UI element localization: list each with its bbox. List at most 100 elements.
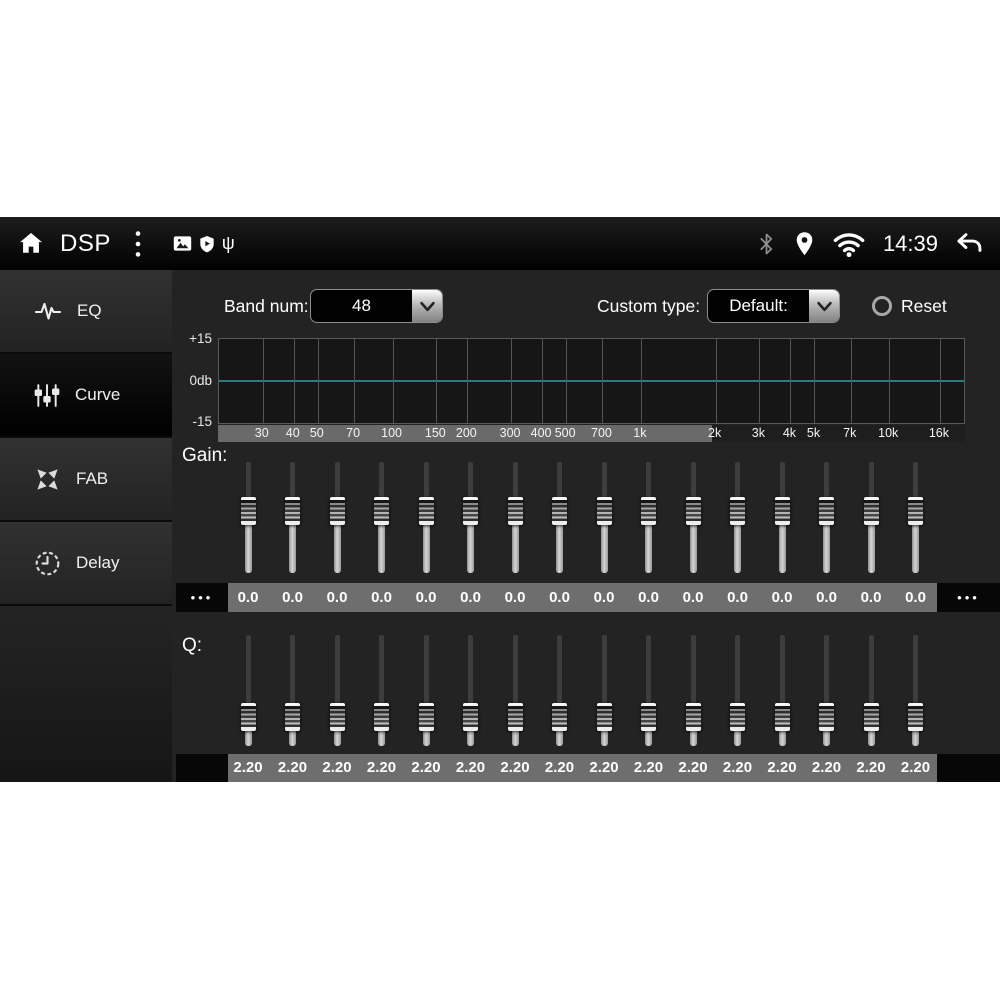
slider-thumb[interactable] xyxy=(641,497,656,525)
sidebar-item-curve[interactable]: Curve xyxy=(0,354,172,438)
back-icon[interactable] xyxy=(956,232,984,256)
clock-time: 14:39 xyxy=(882,230,938,256)
slider-thumb[interactable] xyxy=(685,703,701,731)
slider-thumb[interactable] xyxy=(507,703,523,731)
gain-slider-12[interactable] xyxy=(726,462,750,573)
reset-button[interactable]: Reset xyxy=(872,289,947,323)
chevron-down-icon[interactable] xyxy=(809,290,839,322)
chevron-down-icon[interactable] xyxy=(412,290,442,322)
slider-thumb[interactable] xyxy=(908,703,923,731)
freq-tick-100: 100 xyxy=(381,426,402,440)
gain-slider-5[interactable] xyxy=(414,462,438,573)
gain-slider-11[interactable] xyxy=(681,462,705,573)
q-slider-13[interactable] xyxy=(770,635,794,746)
slider-track-upper xyxy=(512,462,518,501)
sidebar-item-label: FAB xyxy=(76,469,109,488)
q-slider-12[interactable] xyxy=(726,635,750,746)
gain-slider-1[interactable] xyxy=(236,462,260,573)
gain-slider-6[interactable] xyxy=(459,462,483,573)
q-slider-14[interactable] xyxy=(815,635,839,746)
q-slider-1[interactable] xyxy=(236,635,260,746)
slider-thumb[interactable] xyxy=(596,703,612,731)
slider-track-upper xyxy=(379,462,384,501)
slider-thumb[interactable] xyxy=(507,497,523,525)
q-slider-4[interactable] xyxy=(370,635,394,746)
q-slider-8[interactable] xyxy=(548,635,572,746)
slider-thumb[interactable] xyxy=(685,497,701,525)
gain-slider-8[interactable] xyxy=(548,462,572,573)
sidebar-item-delay[interactable]: Delay xyxy=(0,522,172,606)
eq-curve-plot[interactable] xyxy=(218,338,965,424)
slider-thumb[interactable] xyxy=(463,703,478,731)
home-icon[interactable] xyxy=(16,230,46,258)
gain-slider-15[interactable] xyxy=(859,462,883,573)
freq-tick-16k: 16k xyxy=(928,426,949,440)
q-slider-3[interactable] xyxy=(325,635,349,746)
slider-thumb[interactable] xyxy=(418,497,434,525)
slider-thumb[interactable] xyxy=(774,497,790,525)
q-slider-11[interactable] xyxy=(681,635,705,746)
slider-track-lower xyxy=(912,521,919,573)
slider-thumb[interactable] xyxy=(285,703,300,731)
gain-slider-7[interactable] xyxy=(503,462,527,573)
q-slider-6[interactable] xyxy=(459,635,483,746)
gain-more-right[interactable]: ••• xyxy=(937,583,1000,612)
freq-gridline-100 xyxy=(392,339,394,423)
slider-thumb[interactable] xyxy=(374,497,389,525)
custom-type-label: Custom type: xyxy=(597,296,701,316)
slider-thumb[interactable] xyxy=(908,497,923,525)
reset-radio-icon[interactable] xyxy=(872,296,892,316)
overflow-menu-icon[interactable] xyxy=(133,229,143,259)
slider-thumb[interactable] xyxy=(329,703,345,731)
q-slider-5[interactable] xyxy=(414,635,438,746)
y-tick-plus15: +15 xyxy=(189,331,212,346)
slider-thumb[interactable] xyxy=(774,703,790,731)
slider-thumb[interactable] xyxy=(730,703,745,731)
custom-type-dropdown[interactable]: Default: xyxy=(707,289,840,323)
slider-thumb[interactable] xyxy=(463,497,478,525)
freq-tick-400: 400 xyxy=(530,426,552,440)
slider-thumb[interactable] xyxy=(418,703,434,731)
slider-thumb[interactable] xyxy=(863,497,879,525)
band-num-dropdown[interactable]: 48 xyxy=(310,289,443,323)
q-slider-16[interactable] xyxy=(904,635,928,746)
gain-slider-3[interactable] xyxy=(325,462,349,573)
band-num-label: Band num: xyxy=(224,296,309,316)
gain-slider-16[interactable] xyxy=(904,462,928,573)
slider-thumb[interactable] xyxy=(552,497,567,525)
slider-track-upper xyxy=(646,462,651,501)
slider-thumb[interactable] xyxy=(329,497,345,525)
gain-slider-9[interactable] xyxy=(592,462,616,573)
q-slider-7[interactable] xyxy=(503,635,527,746)
q-value-13: 2.20 xyxy=(767,759,797,776)
q-slider-2[interactable] xyxy=(281,635,305,746)
slider-thumb[interactable] xyxy=(240,497,256,525)
slider-thumb[interactable] xyxy=(240,703,256,731)
q-value-4: 2.20 xyxy=(366,759,397,776)
gain-slider-13[interactable] xyxy=(770,462,794,573)
gain-slider-4[interactable] xyxy=(370,462,394,573)
q-slider-15[interactable] xyxy=(859,635,883,746)
slider-thumb[interactable] xyxy=(596,497,612,525)
slider-thumb[interactable] xyxy=(374,703,389,731)
slider-thumb[interactable] xyxy=(819,497,834,525)
slider-thumb[interactable] xyxy=(552,703,567,731)
sidebar-item-fab[interactable]: FAB xyxy=(0,438,172,522)
gain-more-left[interactable]: ••• xyxy=(176,583,228,612)
slider-track-upper xyxy=(868,462,874,501)
slider-thumb[interactable] xyxy=(285,497,300,525)
gain-slider-14[interactable] xyxy=(815,462,839,573)
slider-thumb[interactable] xyxy=(819,703,834,731)
freq-tick-50: 50 xyxy=(309,426,324,440)
slider-thumb[interactable] xyxy=(863,703,879,731)
slider-thumb[interactable] xyxy=(730,497,745,525)
gain-value-14: 0.0 xyxy=(816,589,837,606)
slider-track-lower xyxy=(823,727,830,746)
sidebar-item-eq[interactable]: EQ xyxy=(0,270,172,354)
q-slider-9[interactable] xyxy=(592,635,616,746)
slider-thumb[interactable] xyxy=(641,703,656,731)
gain-slider-10[interactable] xyxy=(637,462,661,573)
gain-slider-2[interactable] xyxy=(281,462,305,573)
q-slider-10[interactable] xyxy=(637,635,661,746)
slider-track-lower xyxy=(289,727,296,746)
